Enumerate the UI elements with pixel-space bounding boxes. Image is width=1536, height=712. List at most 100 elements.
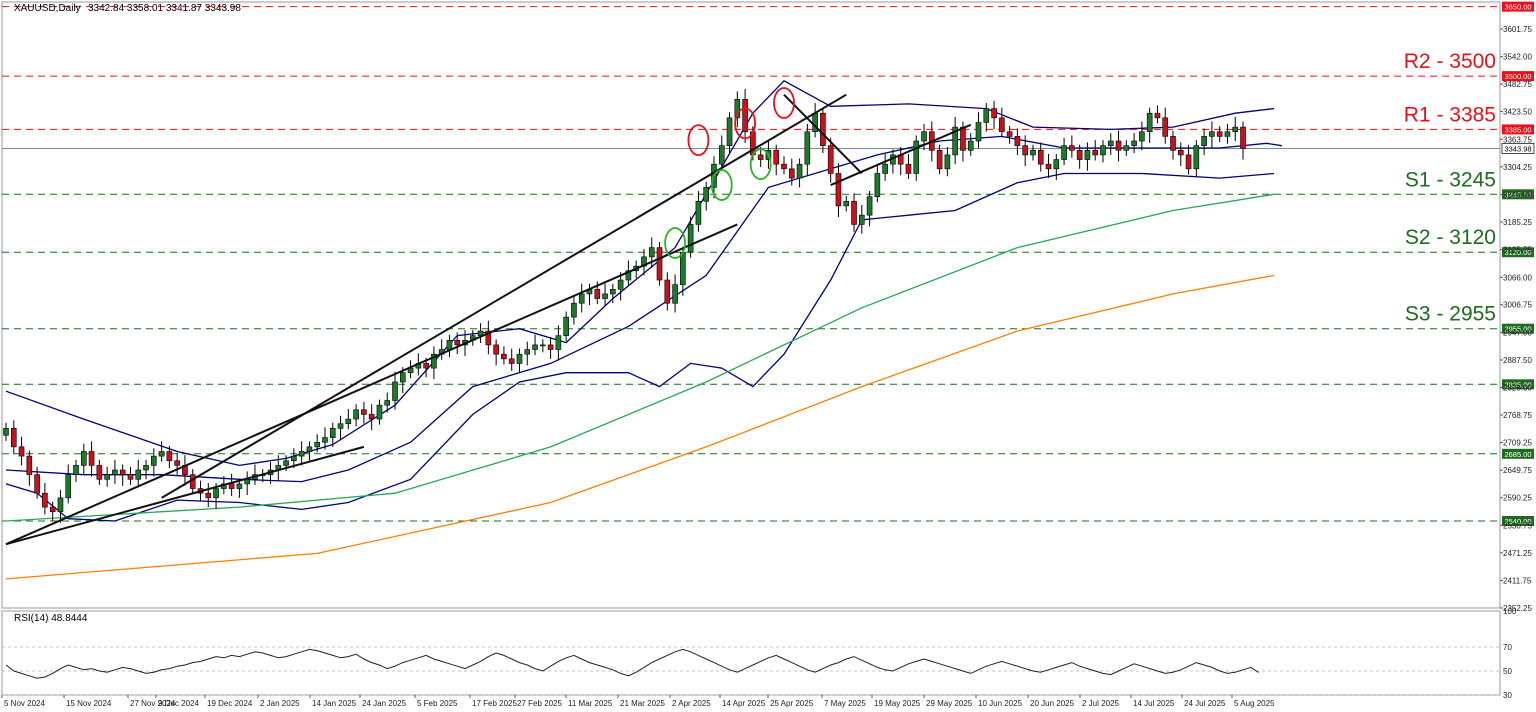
last-price-box [1501,143,1535,154]
y-tick-label: 3542.00 [1503,53,1532,62]
level-tag: 2685.00 [1504,450,1531,459]
candle-body [742,99,748,133]
level-tag-box [1502,124,1534,135]
candle-body [734,99,741,119]
candle-body [322,437,328,443]
candle-body [112,469,118,475]
y-tick-label: 2887.50 [1503,356,1532,365]
candle-body [1177,149,1184,156]
y-tick-label: 3482.75 [1503,80,1532,89]
candle-body [376,404,383,420]
rsi-title: RSI(14) 48.8444 [14,613,88,624]
candle-body [571,302,577,318]
candle-body [454,339,461,346]
marks [664,87,795,259]
x-tick-label: 7 May 2025 [824,699,866,708]
candle-body [361,409,367,415]
candle-body [1123,145,1130,151]
candle-body [298,451,305,457]
level-label: R1 - 3385 [1404,103,1496,126]
candle-body [1216,131,1223,137]
candle-body [1069,145,1075,151]
candle-body [695,200,702,225]
y-tick-label: 3125.75 [1503,246,1532,255]
candle-body [3,428,9,436]
candle-body [944,154,951,170]
candle-body [423,363,429,369]
main-levels: R3 - 3650 R2 - 3500 R1 - 3385 S1 - 3245 S2 -… [1,0,1501,696]
candle-body [446,339,453,350]
candle-body [151,455,157,466]
highlight-ellipse [734,107,756,140]
level-label: R2 - 3500 [1404,50,1496,73]
y-tick-label: 3601.75 [1503,25,1532,34]
x-tick-label: 15 Nov 2024 [66,699,112,708]
x-tick-label: 5 Feb 2025 [417,699,458,708]
candle-body [905,163,912,174]
candle-body [680,251,686,285]
x-tick-label: 9 Dec 2024 [158,699,199,708]
trendlines [5,93,972,546]
candle-body [1076,149,1083,160]
candle-body [687,224,694,253]
candle-body [788,168,795,179]
candle-body [866,196,873,216]
level-tag-box [1502,448,1534,459]
candle-body [1115,140,1122,151]
candle-body [1053,159,1060,170]
candle-body [913,140,920,174]
candle-body [858,214,865,225]
candle-body [1014,136,1021,146]
candle-body [718,145,725,165]
candle-body [773,149,780,165]
level-tag-box [1502,189,1534,200]
highlight-ellipse [710,169,733,201]
trendline [5,445,365,546]
candle-body [617,279,624,290]
candle-body [540,344,546,347]
candle-body [757,154,764,160]
candle-body [18,446,25,457]
highlight-ellipse [773,87,795,119]
candle-body [1193,145,1200,170]
candle-body [921,131,927,142]
candle-body [1162,117,1169,137]
y-tick-label: 3423.50 [1503,108,1532,117]
candle-body [1201,136,1207,146]
rsi-tick-label: 30 [1503,691,1512,700]
candle-body [882,163,888,174]
y-tick-label: 2590.25 [1503,494,1532,503]
candle-body [594,289,601,299]
series-bollinger-lower [5,172,1275,522]
x-tick-label: 21 Mar 2025 [620,699,665,708]
candle-body [119,469,126,475]
y-tick-label: 3185.25 [1503,218,1532,227]
highlight-ellipse [749,148,772,181]
level-tag-box [1502,1,1534,12]
level-tag: 2540.00 [1504,517,1531,526]
candle-body [827,145,834,174]
x-tick-label: 14 Apr 2025 [722,699,766,708]
rsi-line [5,648,1259,679]
candle-body [781,163,787,170]
candle-body [1100,145,1106,156]
candle-body [34,474,40,494]
series-ma-100 [5,193,1275,522]
level-tag-box [1502,247,1534,258]
candle-body [983,108,990,123]
candle-body [820,112,826,146]
candle-body [1146,112,1153,133]
candle-body [1209,131,1215,137]
candle-body [166,451,173,462]
candle-body [88,451,95,466]
candle-body [353,409,359,420]
x-tick-label: 24 Jul 2025 [1184,699,1226,708]
y-tick-label: 2530.75 [1503,521,1532,530]
candle-body [524,349,531,355]
rsi-tick-label: 100 [1503,607,1517,616]
rsi-tick-label: 70 [1503,643,1512,652]
candle-body [96,465,103,480]
candle-body [399,372,406,383]
level-label: S3 - 2955 [1405,303,1496,326]
candle-body [851,200,857,225]
